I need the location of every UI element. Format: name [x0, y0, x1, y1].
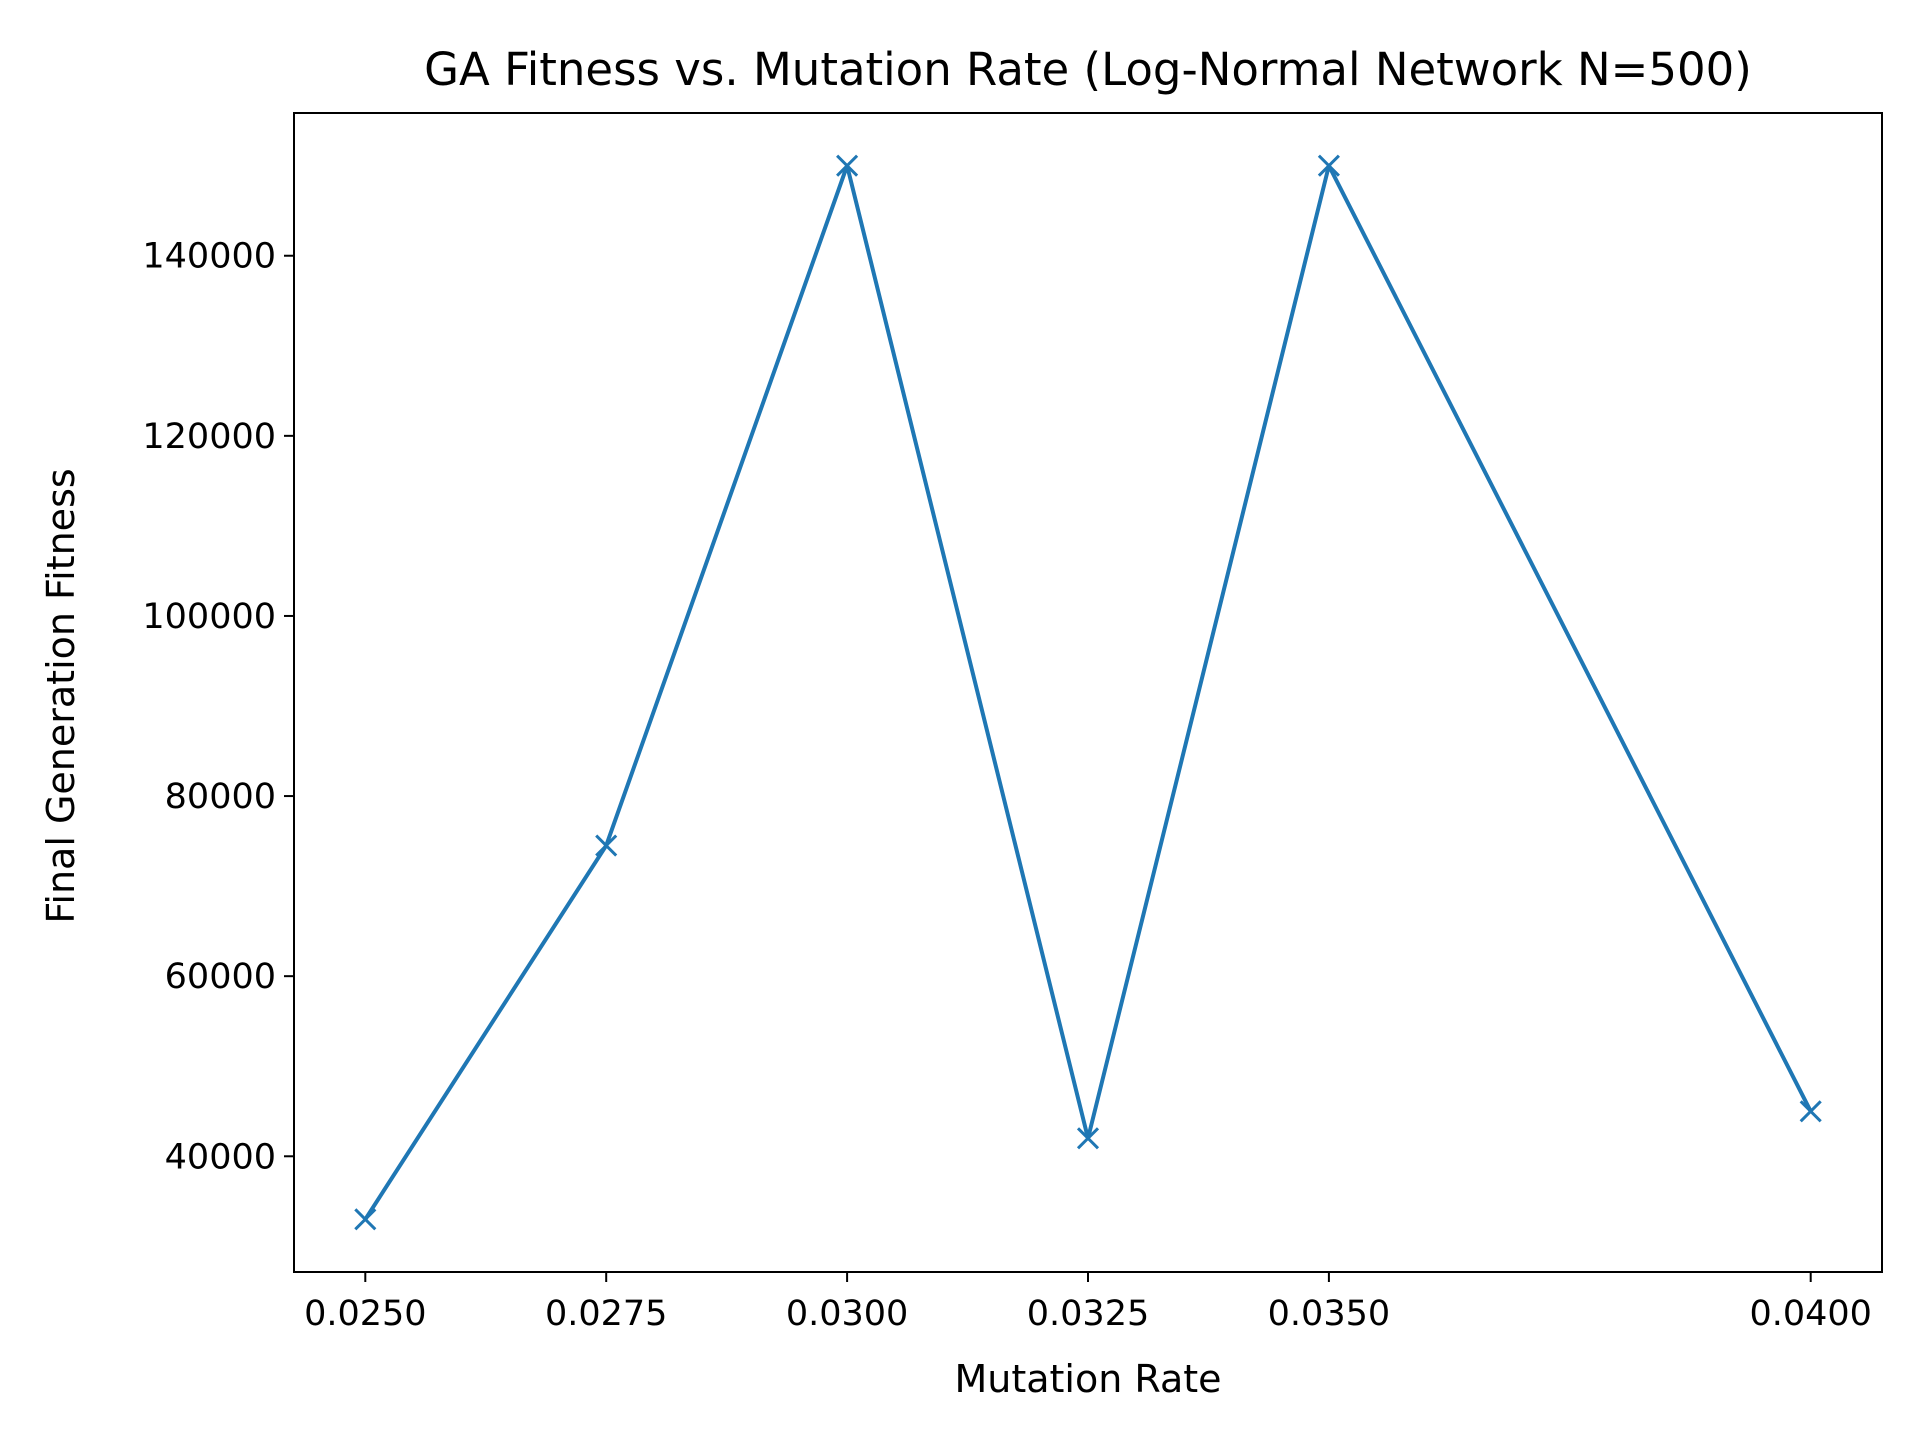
- data-point-marker: [595, 834, 618, 857]
- x-tick-label: 0.0300: [786, 1294, 908, 1334]
- x-tick-label: 0.0250: [304, 1294, 426, 1334]
- y-tick-label: 120000: [142, 417, 276, 457]
- data-point-marker: [836, 154, 859, 177]
- data-point-marker: [1317, 154, 1340, 177]
- y-tick-label: 80000: [165, 777, 276, 817]
- y-axis-label: Final Generation Fitness: [39, 468, 83, 923]
- x-tick-label: 0.0275: [545, 1294, 667, 1334]
- y-tick-label: 140000: [142, 237, 276, 277]
- x-tick-label: 0.0325: [1027, 1294, 1149, 1334]
- plot-frame: [293, 112, 1883, 1273]
- x-tick-label: 0.0350: [1268, 1294, 1390, 1334]
- plot-area: [354, 154, 1822, 1231]
- x-tick-label: 0.0400: [1749, 1294, 1871, 1334]
- chart-title: GA Fitness vs. Mutation Rate (Log-Normal…: [424, 43, 1752, 96]
- y-tick-label: 60000: [165, 957, 276, 997]
- y-tick-label: 40000: [165, 1137, 276, 1177]
- x-axis-label: Mutation Rate: [954, 1357, 1221, 1401]
- y-tick-label: 100000: [142, 597, 276, 637]
- x-axis-ticks: 0.0250 0.0275 0.0300 0.0325 0.0350 0.0400: [304, 1272, 1872, 1334]
- y-axis-ticks: 40000 60000 80000 100000 120000 140000: [142, 237, 294, 1177]
- data-point-marker: [1799, 1100, 1822, 1123]
- series-line: [363, 163, 1813, 1221]
- data-point-marker: [354, 1208, 377, 1231]
- data-point-marker: [1076, 1127, 1100, 1150]
